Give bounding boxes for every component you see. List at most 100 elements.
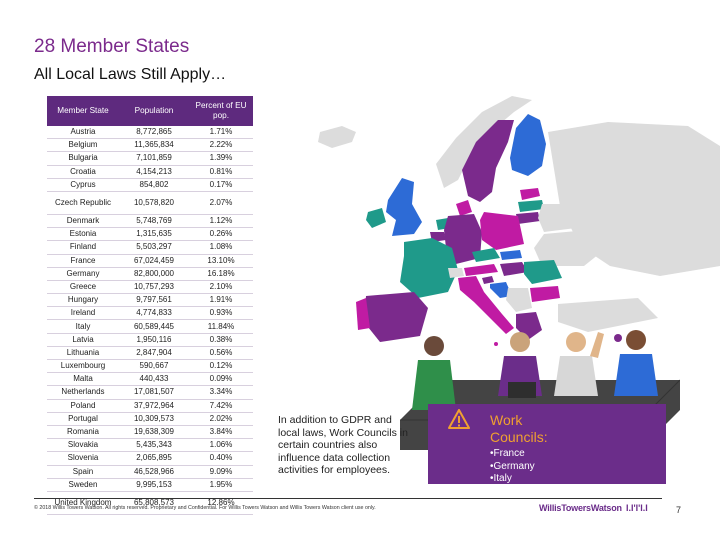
cell-percent: 1.91%: [189, 293, 253, 308]
cell-percent: 0.26%: [189, 227, 253, 242]
table-row: Latvia 1,950,116 0.38%: [47, 333, 253, 347]
cell-percent: 2.02%: [189, 412, 253, 426]
cell-population: 2,847,904: [119, 346, 189, 361]
table-row: Austria 8,772,865 1.71%: [47, 126, 253, 140]
cell-population: 590,667: [119, 359, 189, 374]
brand-mark: I.I'I'I.I: [626, 503, 648, 513]
map-region-estonia: [520, 188, 540, 200]
cell-population: 17,081,507: [119, 385, 189, 400]
table-row: Hungary 9,797,561 1.91%: [47, 293, 253, 308]
cell-percent: 7.42%: [189, 399, 253, 413]
map-region-slovakia: [500, 250, 522, 260]
map-region-finland: [510, 114, 546, 176]
cell-population: 1,950,116: [119, 333, 189, 347]
table-row: Ireland 4,774,833 0.93%: [47, 306, 253, 321]
cell-member-state: Luxembourg: [47, 359, 119, 374]
cell-percent: 2.10%: [189, 280, 253, 295]
map-region-germany: [444, 214, 482, 264]
cell-percent: 1.08%: [189, 240, 253, 255]
cell-member-state: Malta: [47, 372, 119, 387]
cell-population: 7,101,859: [119, 151, 189, 166]
table-row: France 67,024,459 13.10%: [47, 254, 253, 268]
table-row: Spain 46,528,966 9.09%: [47, 465, 253, 479]
cell-population: 2,065,895: [119, 451, 189, 466]
map-region-sweden: [462, 120, 514, 202]
cell-population: 5,435,343: [119, 438, 189, 453]
cell-percent: 16.18%: [189, 267, 253, 281]
map-region-poland: [480, 212, 524, 250]
map-region-ireland: [366, 208, 386, 228]
warning-icon: [448, 409, 470, 429]
table-row: Greece 10,757,293 2.10%: [47, 280, 253, 295]
table-row: Malta 440,433 0.09%: [47, 372, 253, 387]
cell-percent: 1.39%: [189, 151, 253, 166]
cell-member-state: Cyprus: [47, 178, 119, 192]
map-region-lithuania: [516, 212, 540, 224]
map-region-denmark: [456, 200, 472, 216]
footer-divider: [34, 498, 662, 499]
cell-member-state: Greece: [47, 280, 119, 295]
map-region-czech-republic: [472, 248, 500, 262]
map-region-uk: [386, 178, 422, 236]
cell-percent: 13.10%: [189, 254, 253, 268]
cell-member-state: Estonia: [47, 227, 119, 242]
map-region-hungary: [500, 262, 528, 276]
cell-member-state: Hungary: [47, 293, 119, 308]
cell-population: 11,365,834: [119, 138, 189, 153]
table-row: Croatia 4,154,213 0.81%: [47, 165, 253, 179]
cell-percent: 0.38%: [189, 333, 253, 347]
work-councils-title: Work Councils:: [490, 412, 548, 445]
table-row: Bulgaria 7,101,859 1.39%: [47, 151, 253, 166]
table-row: Lithuania 2,847,904 0.56%: [47, 346, 253, 361]
cell-population: 8,772,865: [119, 126, 189, 140]
map-region-bulgaria: [530, 286, 560, 302]
table-header-row: Member State Population Percent of EU po…: [47, 96, 253, 126]
cell-member-state: Portugal: [47, 412, 119, 426]
cell-member-state: Czech Republic: [47, 191, 119, 215]
table-row: United Kingdom 65,808,573 12.86%: [47, 491, 253, 515]
cell-population: 5,748,769: [119, 214, 189, 229]
cell-member-state: Germany: [47, 267, 119, 281]
work-council-country: •France: [490, 448, 525, 459]
table-row: Denmark 5,748,769 1.12%: [47, 214, 253, 229]
europe-map: [258, 92, 720, 348]
table-body: Austria 8,772,865 1.71% Belgium 11,365,834 2.…: [47, 126, 253, 515]
table-row: Cyprus 854,802 0.17%: [47, 178, 253, 192]
map-region-malta: [494, 342, 498, 346]
map-region-spain: [364, 292, 428, 342]
cell-population: 440,433: [119, 372, 189, 387]
cell-percent: 3.84%: [189, 425, 253, 440]
map-region-romania: [524, 260, 562, 284]
cell-member-state: Slovakia: [47, 438, 119, 453]
cell-population: 65,808,573: [119, 491, 189, 515]
work-council-country: •Germany: [490, 460, 535, 472]
cell-member-state: Lithuania: [47, 346, 119, 361]
brand-logo: WillisTowersWatson: [539, 503, 622, 513]
cell-percent: 0.40%: [189, 451, 253, 466]
copyright-text: © 2018 Willis Towers Watson. All rights …: [34, 505, 376, 511]
cell-member-state: Ireland: [47, 306, 119, 321]
cell-member-state: Belgium: [47, 138, 119, 153]
cell-member-state: Finland: [47, 240, 119, 255]
table-row: Czech Republic 10,578,820 2.07%: [47, 191, 253, 215]
cell-population: 854,802: [119, 178, 189, 192]
map-region-france: [400, 238, 458, 298]
page-number: 7: [676, 505, 682, 515]
cell-percent: 12.86%: [189, 491, 253, 515]
cell-member-state: Sweden: [47, 478, 119, 492]
map-region-cyprus: [614, 334, 622, 342]
cell-member-state: Austria: [47, 126, 119, 140]
cell-percent: 2.22%: [189, 138, 253, 153]
cell-percent: 9.09%: [189, 465, 253, 479]
map-region-italy: [458, 276, 514, 334]
map-region-latvia: [518, 200, 544, 212]
cell-percent: 1.12%: [189, 214, 253, 229]
cell-member-state: Romania: [47, 425, 119, 440]
cell-member-state: United Kingdom: [47, 491, 119, 515]
slide-subtitle: All Local Laws Still Apply…: [34, 66, 227, 83]
cell-percent: 3.34%: [189, 385, 253, 400]
cell-population: 10,757,293: [119, 280, 189, 295]
work-councils-list: •France •Germany •Italy: [490, 448, 535, 486]
cell-percent: 0.17%: [189, 178, 253, 192]
cell-population: 1,315,635: [119, 227, 189, 242]
